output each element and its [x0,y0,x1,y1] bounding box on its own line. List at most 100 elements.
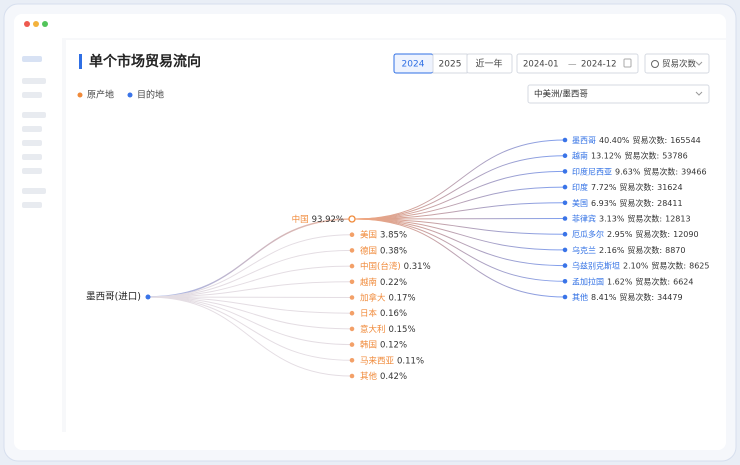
origin-label: 德国 0.38% [360,245,407,256]
destination-share: 1.62% [607,277,633,286]
origin-label: 其他 0.42% [360,371,407,382]
origin-link [147,218,353,298]
origin-node [349,279,355,285]
origin-label: 越南 0.22% [360,276,407,287]
origin-name: 中国(台湾) [360,261,401,272]
destination-name: 墨西哥 [572,136,596,145]
destination-share: 7.72% [591,183,617,192]
date-range[interactable] [516,53,639,74]
chevron [695,61,703,66]
destination-label: 越南 13.12% 贸易次数: 53786 [572,150,688,160]
count-label: 贸易次数: [633,135,668,145]
destination-share: 2.95% [607,230,633,239]
destination-count: 53786 [662,151,687,160]
destination-link [354,139,566,220]
destination-node [562,137,568,143]
destination-link [354,202,566,220]
metric-select[interactable] [644,53,710,74]
tab-label: 2024 [402,60,425,70]
destination-label: 乌兹别克斯坦 2.10% 贸易次数: 8625 [572,260,709,270]
destination-node [562,294,568,300]
origin-node [349,373,355,379]
dot-max [42,21,48,27]
origin-link [147,265,353,298]
destination-label: 厄瓜多尔 2.95% 贸易次数: 12090 [572,229,699,239]
destination-link [354,218,566,267]
destination-link [354,218,566,220]
origin-node [349,358,355,363]
info-icon [651,60,659,68]
destination-name: 乌兹别克斯坦 [572,260,620,270]
destination-share: 40.40% [599,136,630,145]
destination-count: 8625 [689,261,709,270]
destination-label: 其他 8.41% 贸易次数: 34479 [572,292,683,302]
origin-label: 中国 93.92% [292,214,344,225]
tab-label: 近一年 [475,58,502,70]
count-label: 贸易次数: [627,244,662,254]
destination-name: 越南 [572,150,588,160]
count-label: 贸易次数: [635,229,670,239]
origin-share: 0.12% [380,340,407,350]
date-end: 2024-12 [581,60,617,70]
count-label: 贸易次数: [643,166,678,176]
legend-dest-dot [127,92,133,98]
count-label: 贸易次数: [619,197,654,207]
legend-label: 原产地 [87,89,114,101]
count-label: 贸易次数: [625,150,660,160]
destination-share: 2.16% [599,245,625,254]
destination-share: 2.10% [623,261,649,270]
destination-label: 印度尼西亚 9.63% 贸易次数: 39466 [572,166,707,176]
tab-recent[interactable] [466,53,513,74]
destination-name: 印度 [572,182,588,192]
origin-label: 韩国 0.12% [360,339,407,350]
date-separator: — [568,60,577,70]
destination-link [354,218,566,282]
legend-origin-dot [77,92,83,98]
destination-node [562,184,568,190]
metric-label: 贸易次数 [662,59,697,70]
destination-node [562,153,568,158]
chevron [695,91,703,96]
origin-name: 加拿大 [360,292,386,303]
destination-link [354,218,566,251]
origin-link [147,249,353,298]
region-select[interactable] [527,84,710,104]
destination-label: 菲律宾 3.13% 贸易次数: 12813 [572,213,691,223]
destination-node [562,231,568,237]
origin-link [147,296,353,314]
origin-label: 意大利 0.15% [360,323,416,334]
tab-label: 2025 [439,60,462,70]
origin-share: 0.17% [389,293,416,303]
origin-name: 越南 [360,276,377,287]
calendar-icon [623,58,632,68]
sidebar [22,56,46,208]
origin-node [349,295,355,300]
links [147,139,566,377]
root-label: 墨西哥(进口) [86,292,141,303]
origin-node [349,326,355,332]
origin-label: 日本 0.16% [360,308,407,319]
destination-label: 美国 6.93% 贸易次数: 28411 [572,197,683,207]
origin-name: 马来西亚 [360,356,395,366]
origin-link [147,296,353,361]
destination-link [354,186,566,220]
origin-name: 意大利 [360,323,386,334]
destination-count: 6624 [673,277,693,286]
origin-share: 93.92% [312,215,344,225]
origin-link [147,296,353,330]
origin-label: 加拿大 0.17% [360,292,416,303]
destination-name: 厄瓜多尔 [572,229,604,239]
destination-count: 165544 [670,136,701,145]
destination-link [354,218,566,298]
count-label: 贸易次数: [627,213,662,223]
origin-node [348,215,356,223]
destination-name: 菲律宾 [572,213,596,223]
destination-count: 8870 [665,245,685,254]
destination-link [354,218,566,235]
destination-link [354,170,566,220]
destination-share: 3.13% [599,214,625,223]
origin-name: 其他 [360,371,378,382]
destination-node [562,169,568,174]
page-title: 单个市场贸易流向 [89,53,201,70]
